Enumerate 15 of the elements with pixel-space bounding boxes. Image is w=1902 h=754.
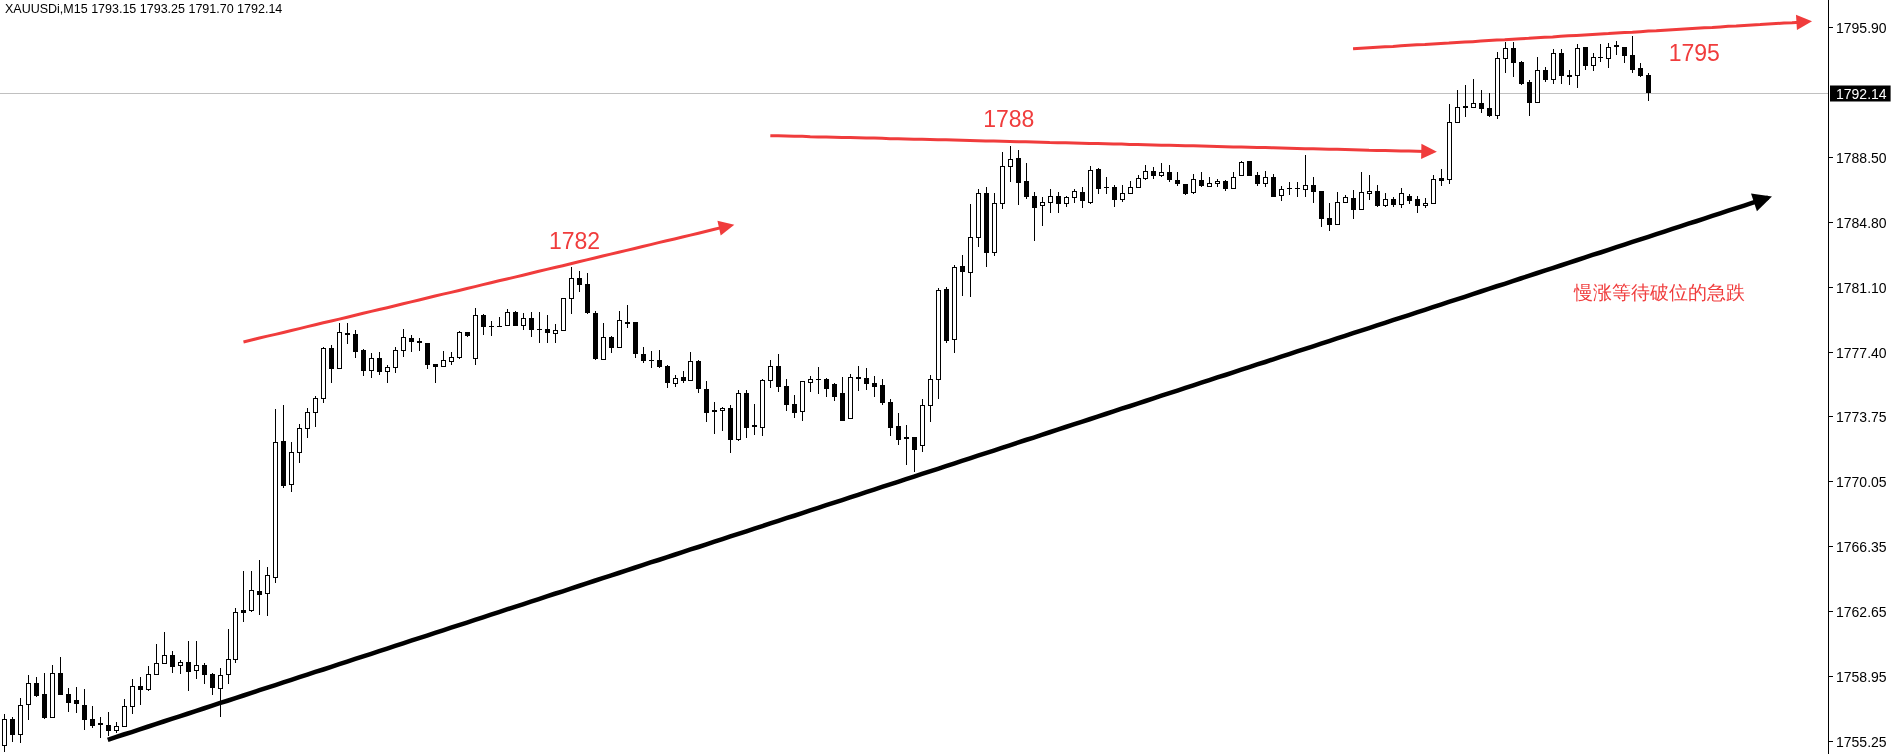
y-tick-label: 1781.10: [1836, 279, 1887, 296]
y-tick-label: 1762.65: [1836, 603, 1887, 620]
annotation: 慢涨等待破位的急跌: [1574, 282, 1745, 303]
y-tick-label: 1773.75: [1836, 408, 1887, 425]
ref-line-label: 1792.14: [1830, 85, 1891, 102]
y-tick-label: 1770.05: [1836, 473, 1887, 490]
y-tick-label: 1766.35: [1836, 538, 1887, 555]
y-tick-label: 1755.25: [1836, 733, 1887, 750]
title: XAUUSDi,M15 1793.15 1793.25 1791.70 1792.14: [5, 2, 283, 16]
y-tick-label: 1758.95: [1836, 668, 1887, 685]
y-tick-label: 1784.80: [1836, 214, 1887, 231]
ref-line-label: 1792.14: [1836, 85, 1887, 102]
y-tick-label: 1795.90: [1836, 19, 1887, 36]
y-tick-label: 1788.50: [1836, 149, 1887, 166]
y-tick-label: 1777.40: [1836, 344, 1887, 361]
